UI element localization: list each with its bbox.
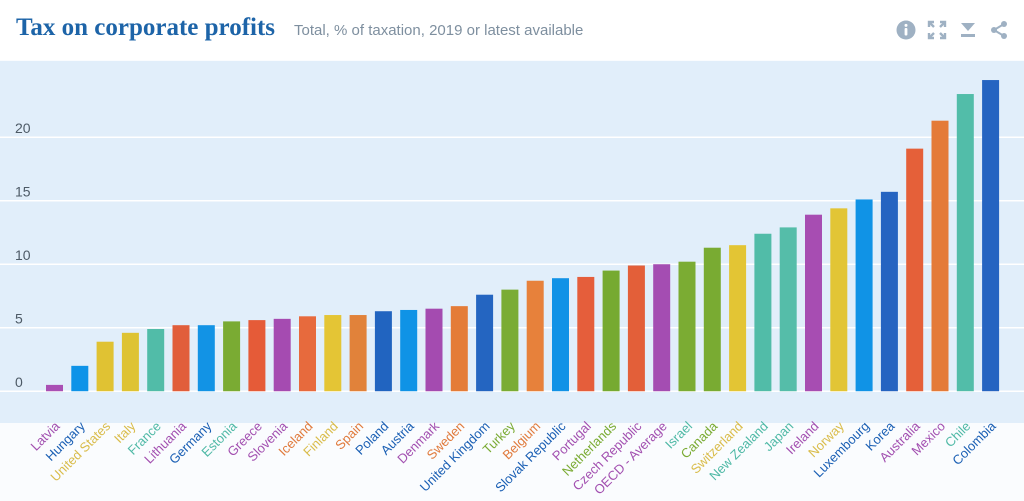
bar[interactable] <box>627 265 645 392</box>
bar[interactable] <box>855 199 873 392</box>
bar[interactable] <box>956 94 974 392</box>
y-tick-label: 15 <box>15 184 31 200</box>
bar[interactable] <box>552 278 569 392</box>
y-tick-label: 0 <box>15 374 23 390</box>
y-tick-label: 5 <box>15 311 23 327</box>
bar[interactable] <box>273 318 291 392</box>
bar[interactable] <box>906 148 924 392</box>
bar[interactable] <box>299 316 316 392</box>
bar[interactable] <box>96 341 114 392</box>
bar[interactable] <box>147 329 165 392</box>
bar[interactable] <box>501 289 519 392</box>
bar[interactable] <box>248 320 266 392</box>
bar[interactable] <box>425 308 443 392</box>
bar[interactable] <box>349 315 367 392</box>
bar[interactable] <box>400 309 418 392</box>
expand-icon <box>927 20 947 40</box>
bar[interactable] <box>324 315 342 392</box>
bar[interactable] <box>880 191 898 392</box>
info-button[interactable] <box>895 19 917 41</box>
bar[interactable] <box>653 264 671 392</box>
share-icon <box>991 21 1007 39</box>
y-tick-label: 10 <box>15 247 31 263</box>
bar[interactable] <box>374 311 392 392</box>
bar[interactable] <box>602 270 620 392</box>
bar[interactable] <box>197 325 215 392</box>
fullscreen-button[interactable] <box>926 19 948 41</box>
bar[interactable] <box>678 261 696 392</box>
download-icon <box>961 23 975 37</box>
gridlines <box>0 136 1024 392</box>
info-icon <box>896 20 916 40</box>
bar[interactable] <box>450 306 468 392</box>
bar[interactable] <box>71 365 89 392</box>
bar[interactable] <box>703 247 721 392</box>
chart-header: Tax on corporate profits Total, % of tax… <box>0 0 1024 60</box>
bar[interactable] <box>526 280 544 392</box>
bar[interactable] <box>982 80 1000 392</box>
bar[interactable] <box>172 325 190 392</box>
chart-title: Tax on corporate profits <box>16 14 276 41</box>
bar[interactable] <box>805 214 822 392</box>
bars <box>46 80 1000 392</box>
bar[interactable] <box>476 294 494 392</box>
y-axis-ticks: 0 5 10 15 20 <box>15 120 31 390</box>
bar[interactable] <box>577 276 595 392</box>
download-button[interactable] <box>957 19 979 41</box>
bar[interactable] <box>830 208 848 392</box>
bar[interactable] <box>121 332 139 392</box>
chart-toolbar <box>895 19 1010 41</box>
y-tick-label: 20 <box>15 120 31 136</box>
bar[interactable] <box>729 245 747 392</box>
bar[interactable] <box>931 120 949 392</box>
bar[interactable] <box>754 233 772 392</box>
bar[interactable] <box>779 227 797 392</box>
share-button[interactable] <box>988 19 1010 41</box>
bar[interactable] <box>223 321 241 392</box>
chart-subtitle: Total, % of taxation, 2019 or latest ava… <box>294 22 584 39</box>
bar[interactable] <box>46 384 63 392</box>
